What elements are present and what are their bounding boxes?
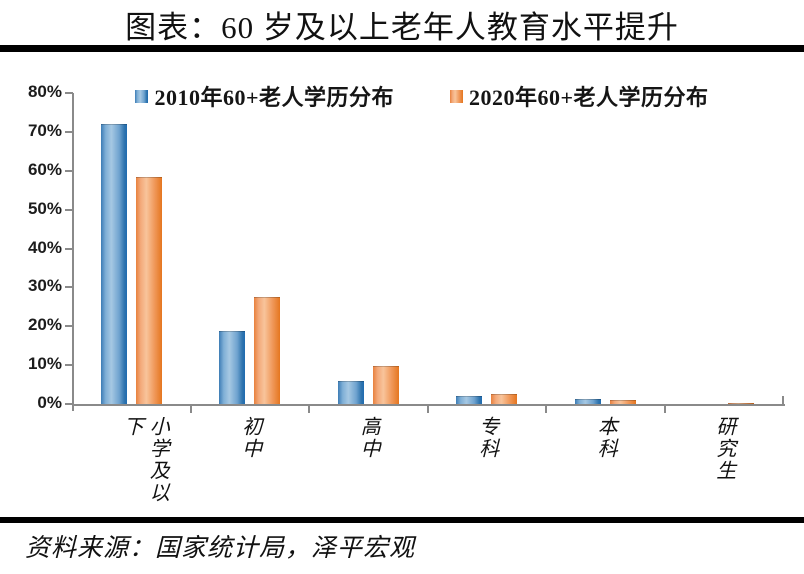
y-axis-tick (65, 286, 73, 289)
bar-2020-cat3 (491, 393, 518, 404)
bar-2010-cat3 (456, 395, 483, 404)
y-axis-tick (65, 247, 73, 250)
bar-2010-cat1 (219, 330, 246, 404)
y-axis-tick (65, 325, 73, 328)
y-axis-tick-label: 0% (37, 393, 62, 412)
bar-2020-cat4 (609, 400, 636, 404)
y-axis-tick-label: 80% (27, 82, 62, 101)
y-axis-tick-label: 40% (27, 237, 62, 257)
bar-2020-cat5 (728, 403, 755, 404)
legend-item-2010: 2010年60+老人学历分布 (135, 80, 394, 112)
x-axis-tick (308, 406, 310, 413)
chart-area: 2010年60+老人学历分布 2020年60+老人学历分布 0% 10% 20% 30… (0, 52, 804, 517)
bar-2010-cat2 (337, 381, 364, 404)
y-axis-tick (65, 169, 73, 172)
x-axis-category-label: 研究生 (712, 416, 735, 482)
y-axis-tick-label: 10% (27, 354, 62, 374)
title-divider-rule (0, 45, 804, 52)
y-axis-line (72, 93, 74, 411)
x-axis-category-label: 小学及以下 (120, 416, 169, 504)
legend: 2010年60+老人学历分布 2020年60+老人学历分布 (40, 80, 804, 112)
x-axis-tick (663, 406, 666, 413)
legend-swatch-2010-icon (135, 89, 149, 103)
legend-swatch-2020-icon (450, 89, 463, 103)
x-axis-category-label: 初中 (238, 416, 261, 460)
x-axis-category-label: 高中 (357, 416, 380, 460)
chart-title: 图表：60 岁及以上老年人教育水平提升 (125, 10, 679, 45)
y-axis-tick (65, 130, 73, 133)
legend-item-2020: 2020年60+老人学历分布 (450, 80, 709, 112)
bar-2020-cat2 (372, 365, 399, 404)
y-axis-tick (65, 92, 73, 94)
y-axis-tick (65, 208, 73, 211)
y-axis-tick-label: 70% (27, 120, 62, 140)
source-note: 资料来源：国家统计局，泽平宏观 (25, 535, 416, 562)
y-axis-tick (65, 403, 73, 405)
x-axis-end-tick (782, 396, 784, 406)
x-axis-category-label: 专科 (475, 416, 498, 460)
x-axis-line (72, 404, 785, 406)
legend-label-2010: 2010年60+老人学历分布 (154, 85, 394, 110)
y-axis-tick-label: 30% (27, 276, 62, 296)
bar-2020-cat1 (254, 297, 281, 404)
x-axis-tick (189, 406, 192, 413)
y-axis-tick-label: 50% (27, 198, 62, 218)
bar-2010-cat0 (100, 124, 127, 404)
x-axis-category-label: 本科 (594, 416, 617, 460)
x-axis-tick (426, 406, 429, 413)
y-axis-tick (65, 364, 73, 367)
bar-2020-cat0 (135, 176, 162, 404)
y-axis-tick-label: 20% (27, 315, 62, 335)
bar-2010-cat4 (574, 399, 601, 404)
legend-label-2020: 2020年60+老人学历分布 (469, 85, 709, 110)
footer-divider-rule (0, 517, 804, 523)
y-axis-tick-label: 60% (27, 159, 62, 179)
x-axis-tick (545, 406, 547, 413)
